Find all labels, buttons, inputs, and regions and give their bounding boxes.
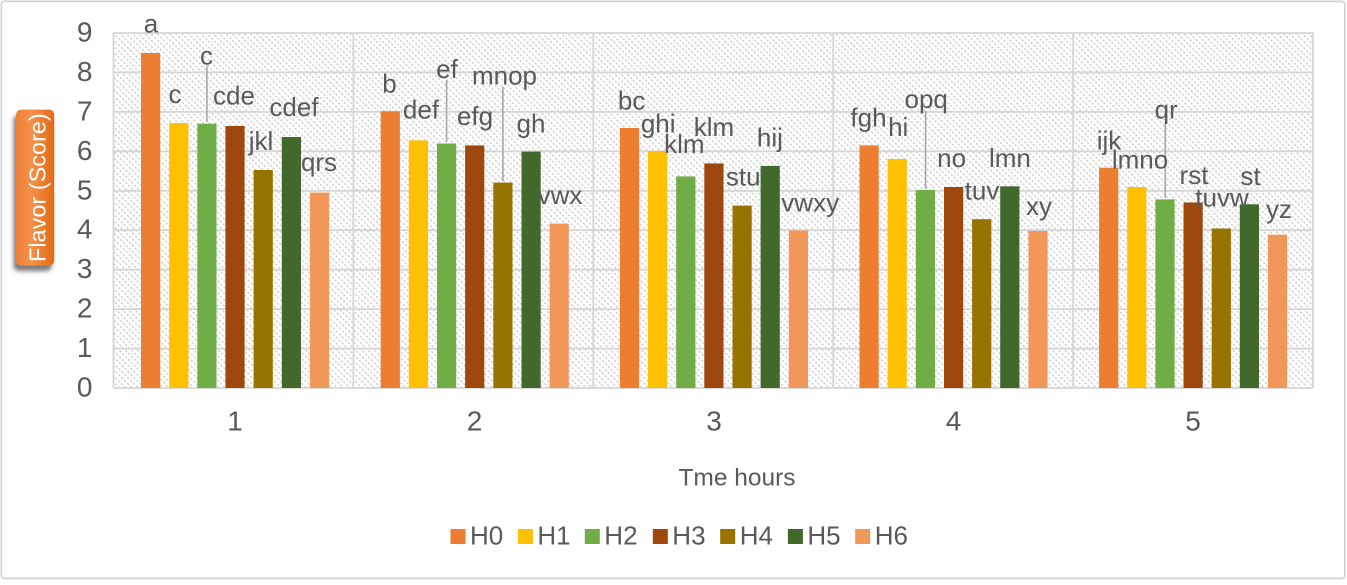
svg-text:xy: xy bbox=[1026, 191, 1052, 221]
svg-text:5: 5 bbox=[77, 174, 93, 205]
svg-text:1: 1 bbox=[77, 332, 93, 363]
svg-text:efg: efg bbox=[457, 101, 493, 131]
svg-text:mnop: mnop bbox=[472, 61, 537, 91]
svg-text:rst: rst bbox=[1180, 160, 1210, 190]
svg-text:ijk: ijk bbox=[1097, 126, 1123, 156]
svg-text:qr: qr bbox=[1155, 95, 1178, 125]
svg-text:c: c bbox=[169, 79, 182, 109]
svg-text:6: 6 bbox=[77, 135, 93, 166]
svg-text:lmno: lmno bbox=[1112, 144, 1168, 174]
svg-text:Flavor (Score): Flavor (Score) bbox=[25, 113, 51, 262]
svg-text:ghi: ghi bbox=[641, 108, 676, 138]
svg-text:vwxy: vwxy bbox=[781, 188, 839, 218]
svg-text:Tme hours: Tme hours bbox=[678, 465, 795, 492]
svg-text:tuv: tuv bbox=[965, 175, 1000, 205]
svg-text:H1: H1 bbox=[537, 521, 570, 551]
svg-text:klm: klm bbox=[694, 112, 734, 142]
svg-text:H4: H4 bbox=[740, 521, 773, 551]
svg-text:def: def bbox=[403, 95, 440, 125]
svg-text:cde: cde bbox=[213, 81, 255, 111]
svg-text:2: 2 bbox=[77, 293, 93, 324]
svg-text:8: 8 bbox=[77, 56, 93, 87]
svg-text:b: b bbox=[382, 69, 396, 99]
svg-text:yz: yz bbox=[1266, 194, 1292, 224]
svg-text:7: 7 bbox=[77, 95, 93, 126]
svg-text:2: 2 bbox=[467, 406, 483, 437]
svg-text:H2: H2 bbox=[604, 521, 637, 551]
svg-text:4: 4 bbox=[946, 406, 962, 437]
svg-text:c: c bbox=[200, 41, 213, 71]
svg-text:3: 3 bbox=[77, 253, 93, 284]
svg-text:0: 0 bbox=[77, 372, 93, 403]
svg-text:stu: stu bbox=[726, 162, 761, 192]
svg-text:ef: ef bbox=[436, 54, 458, 84]
svg-text:H5: H5 bbox=[807, 521, 840, 551]
svg-text:klm: klm bbox=[664, 129, 704, 159]
svg-text:no: no bbox=[937, 143, 966, 173]
svg-text:jkl: jkl bbox=[248, 126, 274, 156]
svg-text:hi: hi bbox=[888, 112, 908, 142]
svg-text:H3: H3 bbox=[672, 521, 705, 551]
svg-text:gh: gh bbox=[517, 108, 546, 138]
svg-text:4: 4 bbox=[77, 214, 93, 245]
svg-text:1: 1 bbox=[227, 406, 243, 437]
svg-text:a: a bbox=[144, 8, 159, 38]
svg-text:vwx: vwx bbox=[538, 180, 583, 210]
svg-text:H6: H6 bbox=[875, 521, 908, 551]
svg-text:H0: H0 bbox=[470, 521, 503, 551]
svg-text:lmn: lmn bbox=[989, 143, 1031, 173]
svg-text:9: 9 bbox=[77, 17, 93, 48]
svg-text:cdef: cdef bbox=[269, 92, 319, 122]
svg-text:opq: opq bbox=[905, 84, 948, 114]
svg-text:st: st bbox=[1240, 161, 1261, 191]
svg-text:hij: hij bbox=[757, 123, 783, 153]
svg-text:qrs: qrs bbox=[301, 147, 337, 177]
svg-text:fgh: fgh bbox=[850, 103, 886, 133]
svg-text:3: 3 bbox=[706, 406, 722, 437]
svg-text:tuvw: tuvw bbox=[1195, 183, 1249, 213]
svg-text:bc: bc bbox=[618, 85, 645, 115]
svg-text:5: 5 bbox=[1185, 406, 1201, 437]
